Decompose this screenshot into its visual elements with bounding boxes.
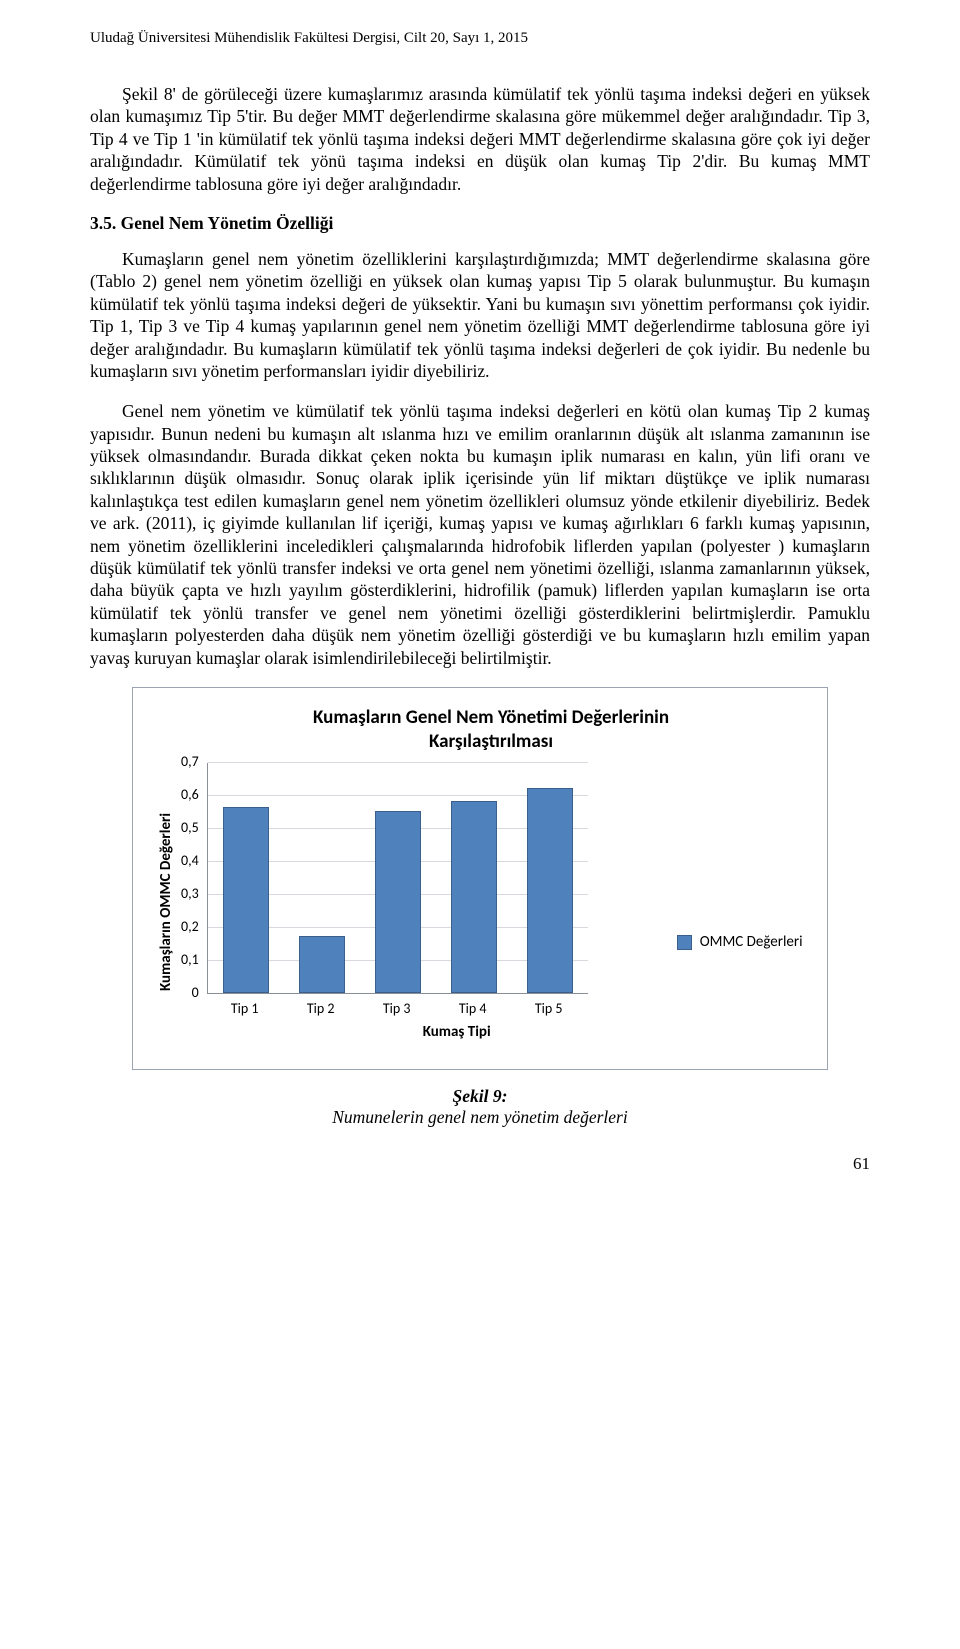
paragraph-3: Genel nem yönetim ve kümülatif tek yönlü… bbox=[90, 400, 870, 669]
xtick: Tip 3 bbox=[375, 1000, 419, 1017]
paragraph-1: Şekil 8' de görüleceği üzere kumaşlarımı… bbox=[90, 83, 870, 195]
y-axis-label-wrap: Kumaşların OMMC Değerleri bbox=[151, 763, 181, 1041]
bar bbox=[223, 807, 269, 993]
paragraph-2: Kumaşların genel nem yönetim özellikleri… bbox=[90, 248, 870, 382]
ytick: 0,5 bbox=[181, 819, 199, 836]
bar bbox=[299, 936, 345, 994]
ommc-chart: Kumaşların Genel Nem Yönetimi Değerlerin… bbox=[132, 687, 828, 1071]
ytick: 0,1 bbox=[181, 951, 199, 968]
x-axis-ticks: Tip 1 Tip 2 Tip 3 Tip 4 Tip 5 bbox=[207, 994, 587, 1017]
bar bbox=[527, 788, 573, 994]
bars-container bbox=[208, 763, 588, 993]
chart-body: Kumaşların OMMC Değerleri 0,7 0,6 0,5 0,… bbox=[151, 763, 809, 1041]
ytick: 0,7 bbox=[181, 753, 199, 770]
x-axis-label: Kumaş Tipi bbox=[267, 1023, 647, 1041]
plot-column: Tip 1 Tip 2 Tip 3 Tip 4 Tip 5 Kumaş Tipi bbox=[207, 763, 647, 1041]
legend-swatch bbox=[677, 935, 692, 950]
xtick: Tip 1 bbox=[223, 1000, 267, 1017]
y-axis-label: Kumaşların OMMC Değerleri bbox=[157, 813, 175, 991]
section-heading: 3.5. Genel Nem Yönetim Özelliği bbox=[90, 213, 870, 234]
ytick: 0,3 bbox=[181, 885, 199, 902]
xtick: Tip 2 bbox=[299, 1000, 343, 1017]
bar bbox=[375, 811, 421, 994]
legend-label: OMMC Değerleri bbox=[700, 933, 803, 951]
figure-caption-text: Numunelerin genel nem yönetim değerleri bbox=[90, 1107, 870, 1128]
plot-area bbox=[207, 763, 588, 994]
ytick: 0,4 bbox=[181, 852, 199, 869]
bar bbox=[451, 801, 497, 994]
y-axis-ticks: 0,7 0,6 0,5 0,4 0,3 0,2 0,1 0 bbox=[181, 753, 207, 1001]
ytick: 0 bbox=[192, 984, 199, 1001]
page: Uludağ Üniversitesi Mühendislik Fakültes… bbox=[0, 0, 960, 1214]
figure-caption: Şekil 9: Numunelerin genel nem yönetim d… bbox=[90, 1086, 870, 1128]
journal-header: Uludağ Üniversitesi Mühendislik Fakültes… bbox=[90, 30, 870, 47]
ytick: 0,6 bbox=[181, 786, 199, 803]
figure-caption-title: Şekil 9: bbox=[90, 1086, 870, 1107]
xtick: Tip 5 bbox=[527, 1000, 571, 1017]
chart-legend: OMMC Değerleri bbox=[677, 933, 803, 951]
chart-title: Kumaşların Genel Nem Yönetimi Değerlerin… bbox=[291, 706, 691, 754]
xtick: Tip 4 bbox=[451, 1000, 495, 1017]
ytick: 0,2 bbox=[181, 918, 199, 935]
page-number: 61 bbox=[90, 1154, 870, 1174]
